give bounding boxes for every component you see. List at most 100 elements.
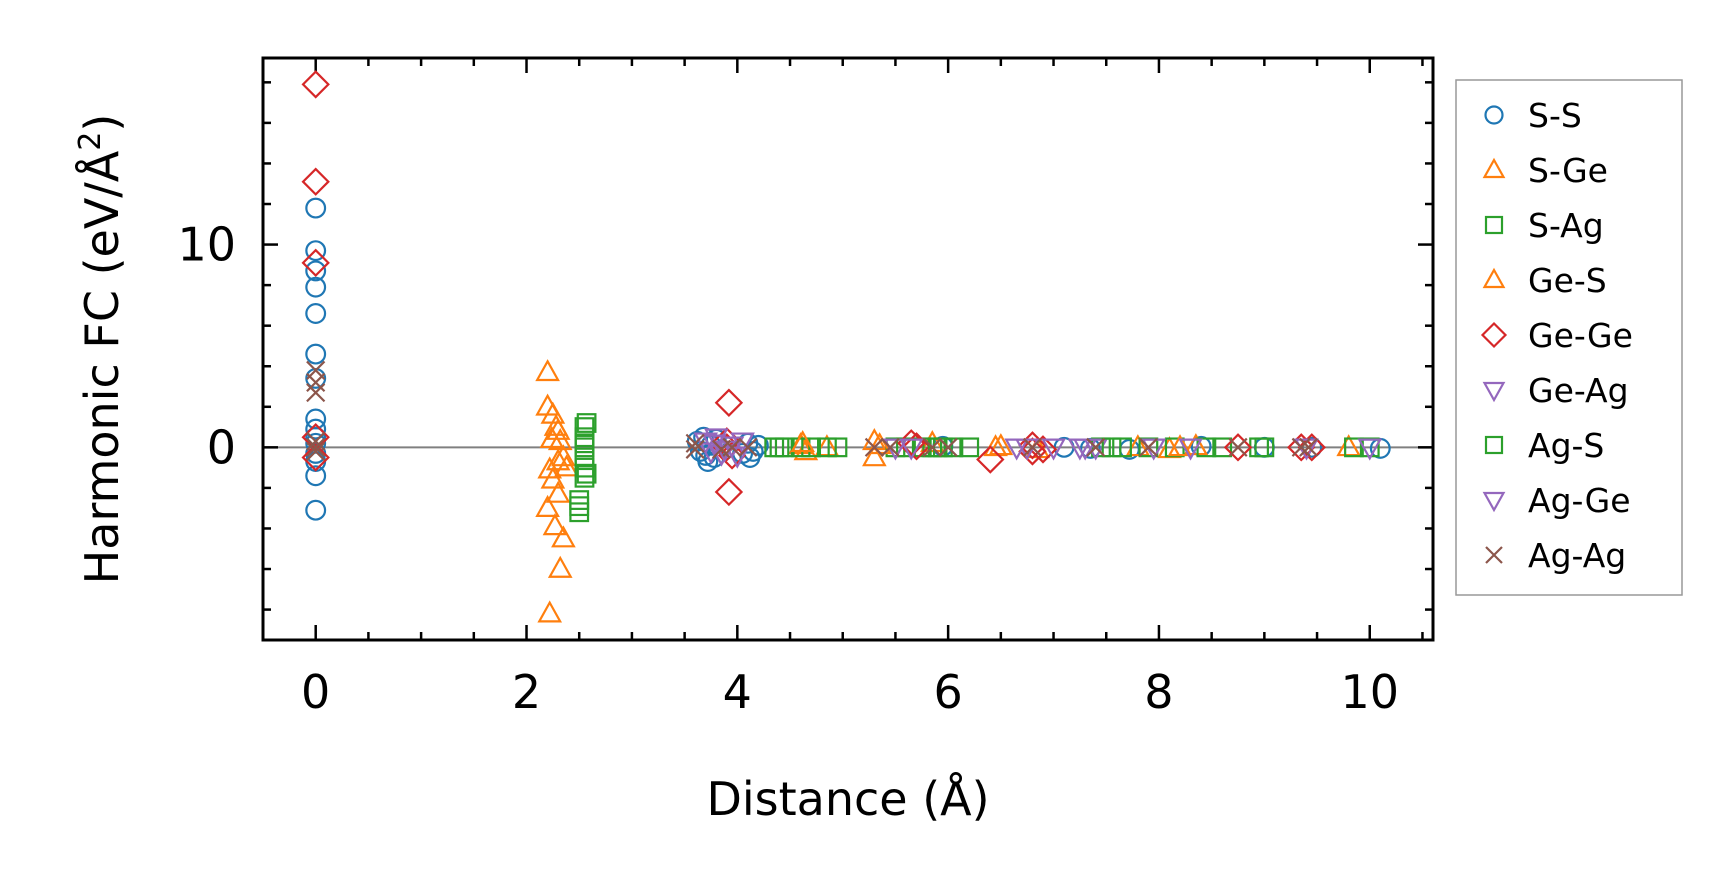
- legend-entry-ag-ge: Ag-Ge: [1482, 481, 1631, 520]
- x-tick-label: 8: [1144, 665, 1173, 719]
- data-point: [1287, 433, 1316, 462]
- legend-marker: [1484, 215, 1504, 235]
- data-point: [862, 444, 887, 467]
- legend-marker: [1482, 381, 1506, 403]
- series-ag-s: [569, 433, 1275, 517]
- data-point: [1369, 437, 1391, 459]
- series-s-ag: [569, 413, 1380, 523]
- data-point: [305, 465, 327, 487]
- legend-marker: [1482, 267, 1506, 289]
- data-point: [301, 167, 330, 196]
- data-point: [976, 445, 1005, 474]
- data-point: [862, 428, 887, 451]
- data-point: [1299, 437, 1319, 457]
- data-point: [1183, 433, 1209, 456]
- series-s-ge: [535, 359, 1362, 623]
- data-point: [306, 383, 326, 403]
- data-point: [305, 260, 327, 282]
- data-point: [569, 490, 590, 510]
- data-point: [685, 439, 705, 459]
- data-point: [1086, 437, 1106, 457]
- data-point: [1167, 434, 1193, 457]
- data-point: [1212, 437, 1233, 458]
- data-point: [547, 555, 573, 578]
- data-point: [880, 437, 900, 457]
- legend-marker: [1480, 321, 1508, 349]
- data-point: [1141, 438, 1167, 461]
- data-point: [542, 513, 568, 536]
- y-axis-label: Harmonic FC (eV/Å2): [73, 114, 129, 585]
- legend-label: S-Ge: [1528, 151, 1608, 190]
- data-point: [551, 444, 576, 467]
- data-point: [938, 437, 958, 457]
- data-point: [301, 248, 330, 278]
- data-point: [817, 437, 837, 458]
- data-point: [574, 417, 595, 437]
- legend-entry-ge-s: Ge-S: [1482, 261, 1607, 300]
- data-point: [576, 413, 597, 433]
- legend: S-S S-Ge S-Ag Ge-S Ge-Ge Ge-Ag Ag-S Ag-Ge Ag-Ag: [1455, 79, 1683, 596]
- data-point: [898, 438, 924, 461]
- data-point: [902, 432, 931, 461]
- data-point: [1228, 437, 1248, 457]
- legend-entry-ag-s: Ag-S: [1484, 426, 1604, 465]
- legend-entry-s-ge: S-Ge: [1482, 151, 1608, 190]
- x-axis-label: Distance (Å): [706, 772, 989, 826]
- legend-entry-ag-ag: Ag-Ag: [1485, 536, 1626, 575]
- data-point: [305, 276, 327, 298]
- data-point: [922, 437, 942, 457]
- data-point: [569, 502, 590, 523]
- data-point: [1223, 433, 1253, 462]
- legend-entry-s-s: S-S: [1484, 96, 1582, 135]
- data-point: [306, 441, 326, 461]
- data-point: [574, 467, 595, 488]
- legend-label: Ag-Ge: [1528, 481, 1631, 520]
- data-point: [988, 433, 1014, 456]
- data-point: [685, 433, 705, 453]
- data-point: [305, 499, 327, 521]
- data-point: [1022, 437, 1043, 457]
- data-point: [545, 448, 571, 471]
- data-point: [1357, 438, 1383, 461]
- data-point: [769, 437, 790, 458]
- data-point: [1072, 438, 1098, 461]
- data-point: [305, 197, 327, 219]
- data-point: [827, 437, 848, 458]
- data-point: [306, 437, 326, 457]
- data-point: [305, 418, 327, 440]
- legend-label: S-Ag: [1528, 206, 1604, 245]
- legend-marker: [1482, 491, 1506, 513]
- data-point: [801, 437, 822, 458]
- data-point: [1125, 434, 1151, 457]
- legend-label: Ge-Ag: [1528, 371, 1629, 410]
- data-point: [1138, 437, 1158, 457]
- data-point: [790, 437, 811, 458]
- y-tick-label: 10: [177, 218, 236, 272]
- data-point: [540, 466, 566, 489]
- x-tick-label: 2: [512, 665, 541, 719]
- data-point: [697, 451, 719, 472]
- legend-label: Ag-Ag: [1528, 536, 1626, 575]
- legend-label: S-S: [1528, 96, 1582, 135]
- data-point: [724, 446, 750, 469]
- data-point: [306, 372, 326, 393]
- data-point: [301, 70, 330, 99]
- data-point: [793, 438, 819, 461]
- data-point: [883, 438, 908, 461]
- data-point: [959, 437, 980, 458]
- data-point: [574, 447, 595, 468]
- data-point: [539, 425, 565, 449]
- data-point: [535, 494, 560, 517]
- y-tick-label: 0: [207, 420, 236, 474]
- x-tick-label: 10: [1340, 665, 1399, 719]
- data-point: [305, 343, 327, 365]
- data-point: [305, 240, 327, 262]
- data-point: [927, 437, 948, 458]
- data-point: [537, 456, 563, 479]
- legend-label: Ag-S: [1528, 426, 1604, 465]
- x-tick-label: 0: [301, 665, 330, 719]
- data-point: [714, 477, 744, 507]
- legend-marker: [1484, 105, 1504, 125]
- data-point: [574, 433, 595, 454]
